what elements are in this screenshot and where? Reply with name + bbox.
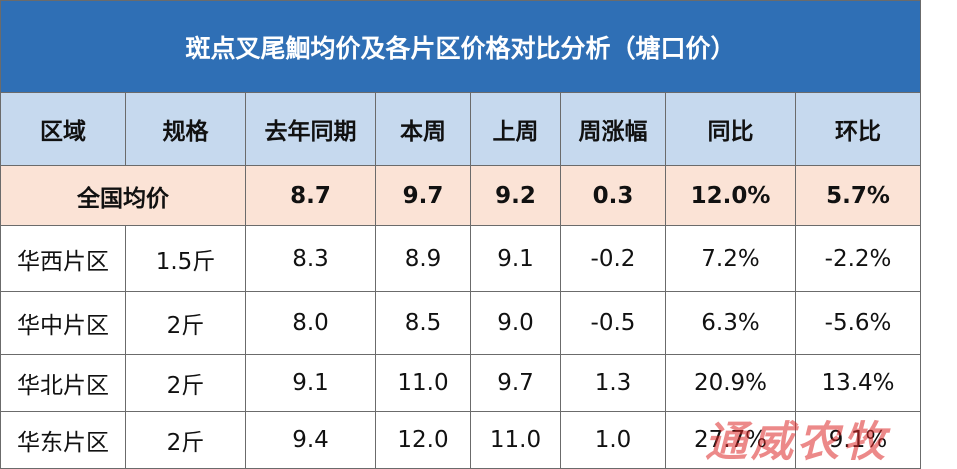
data-cell: 2斤 [125,291,246,355]
data-cell: 1.0 [560,411,666,469]
data-cell: 11.0 [375,354,471,412]
data-cell: 8.0 [245,291,376,355]
price-table: 斑点叉尾鮰均价及各片区价格对比分析（塘口价） 区域 规格 去年同期 本周 上周 周涨幅 同比… [0,0,922,469]
header-cell: 同比 [665,92,796,166]
national-row: 全国均价 8.7 9.7 9.2 0.3 12.0% 5.7% [0,165,922,226]
table-body: 斑点叉尾鮰均价及各片区价格对比分析（塘口价） 区域 规格 去年同期 本周 上周 周涨幅 同比… [0,0,922,469]
data-cell: 7.2% [665,225,796,292]
data-cell: 8.5 [375,291,471,355]
national-cell: 9.2 [470,165,561,226]
data-cell: 华中片区 [0,291,126,355]
national-cell: 9.7 [375,165,471,226]
header-cell: 环比 [794,92,922,166]
header-cell: 本周 [375,92,471,166]
data-row: 华中片区 2斤 8.0 8.5 9.0 -0.5 6.3% -5.6% [0,291,922,355]
data-cell: 12.0 [375,411,471,469]
data-cell: -0.2 [560,225,666,292]
data-cell: 8.9 [375,225,471,292]
national-cell: 5.7% [794,165,922,226]
data-cell: 2斤 [125,411,246,469]
data-cell: 9.0 [470,291,561,355]
data-cell: 9.7 [470,354,561,412]
data-cell: 1.3 [560,354,666,412]
header-row: 区域 规格 去年同期 本周 上周 周涨幅 同比 环比 [0,92,922,166]
data-cell: 9.1% [794,411,922,469]
data-row: 华东片区 2斤 9.4 12.0 11.0 1.0 27.7% 9.1% [0,411,922,469]
data-cell: 1.5斤 [125,225,246,292]
data-cell: 6.3% [665,291,796,355]
data-cell: 华西片区 [0,225,126,292]
data-cell: 2斤 [125,354,246,412]
data-cell: 20.9% [665,354,796,412]
header-cell: 周涨幅 [560,92,666,166]
data-row: 华北片区 2斤 9.1 11.0 9.7 1.3 20.9% 13.4% [0,354,922,412]
national-cell: 0.3 [560,165,666,226]
data-cell: 8.3 [245,225,376,292]
header-cell: 上周 [470,92,561,166]
data-cell: 9.4 [245,411,376,469]
data-row: 华西片区 1.5斤 8.3 8.9 9.1 -0.2 7.2% -2.2% [0,225,922,292]
data-cell: 9.1 [470,225,561,292]
data-cell: 华北片区 [0,354,126,412]
data-cell: 华东片区 [0,411,126,469]
data-cell: -2.2% [794,225,922,292]
national-cell: 8.7 [245,165,376,226]
table-title: 斑点叉尾鮰均价及各片区价格对比分析（塘口价） [0,0,922,93]
data-cell: 27.7% [665,411,796,469]
data-cell: 13.4% [794,354,922,412]
header-cell: 规格 [125,92,246,166]
header-cell: 去年同期 [245,92,376,166]
header-cell: 区域 [0,92,126,166]
data-cell: -5.6% [794,291,922,355]
data-cell: 9.1 [245,354,376,412]
national-label: 全国均价 [0,165,246,226]
data-cell: -0.5 [560,291,666,355]
watermark: 通威农牧 [705,417,890,466]
national-cell: 12.0% [665,165,796,226]
title-row: 斑点叉尾鮰均价及各片区价格对比分析（塘口价） [0,0,922,93]
data-cell: 11.0 [470,411,561,469]
